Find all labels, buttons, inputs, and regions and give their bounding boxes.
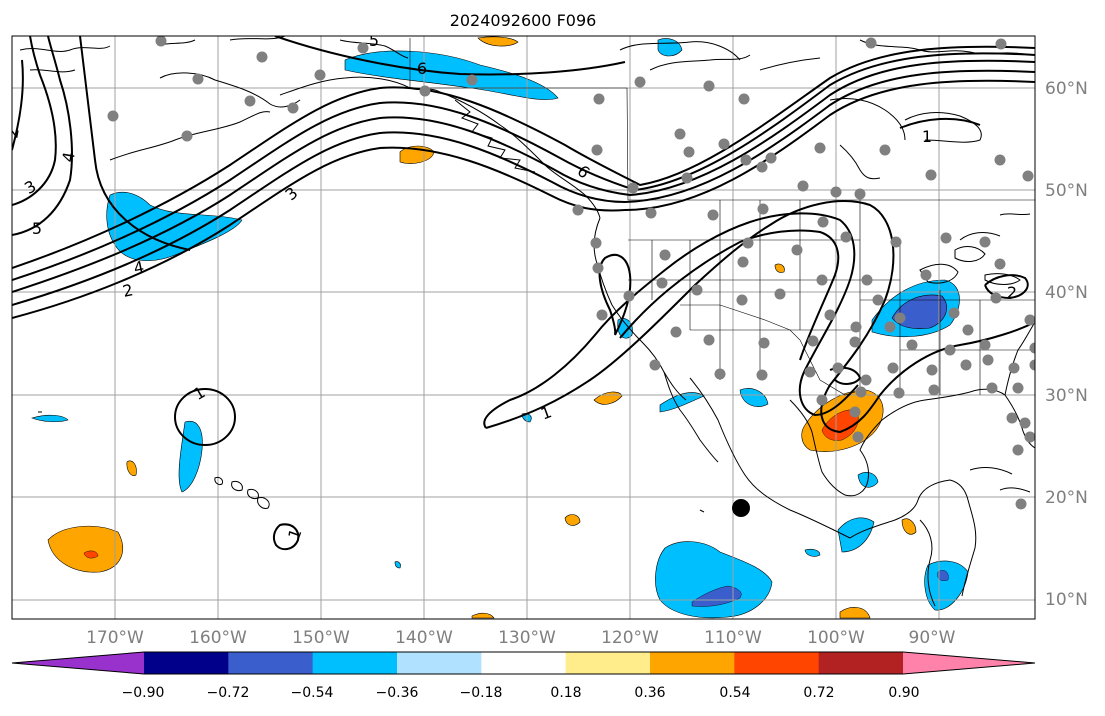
contour-label: 2: [2, 126, 22, 139]
map-area: 1 1 1 1 2 2 2 3 3 4 4 5 5 6 6: [2, 31, 1035, 619]
lat-tick-label: 30°N: [1045, 386, 1088, 406]
colorbar-segment: [650, 652, 735, 674]
negative-patch: [655, 541, 773, 619]
contour-label: 2: [121, 280, 135, 301]
contour-label: 4: [58, 150, 78, 163]
contour-label: 4: [132, 257, 146, 278]
negative-patch: [739, 388, 769, 407]
contour-lines: [12, 36, 1035, 551]
colorbar-ticks: −0.90 −0.72 −0.54 −0.36 −0.18 0.18 0.36 …: [122, 685, 920, 701]
colorbar-tick-label: −0.72: [207, 685, 250, 701]
contour-label: 1: [922, 127, 932, 146]
lon-tick-label: 100°W: [807, 628, 865, 648]
positive-patch: [774, 263, 785, 273]
colorbar-segment: [565, 652, 651, 674]
negative-patch: [804, 548, 821, 557]
lon-tick-label: 140°W: [395, 628, 453, 648]
negative-patch: [344, 50, 559, 100]
contour-label: 3: [21, 176, 39, 198]
map-title: 2024092600 F096: [450, 11, 597, 30]
lon-tick-label: 120°W: [601, 628, 659, 648]
contour-label: 1: [538, 402, 554, 423]
contour-label: 5: [369, 31, 379, 50]
lon-tick-label: 170°W: [86, 628, 144, 648]
positive-patch: [47, 525, 123, 573]
positive-patch: [83, 550, 99, 559]
colorbar-high-extension: [903, 652, 1035, 674]
colorbar-tick-label: 0.54: [719, 685, 750, 701]
negative-patch: [891, 294, 947, 329]
lat-tick-label: 60°N: [1045, 79, 1088, 99]
colorbar: −0.90 −0.72 −0.54 −0.36 −0.18 0.18 0.36 …: [11, 651, 1036, 701]
negative-patch: [31, 414, 69, 423]
colorbar-outline: [11, 651, 1036, 675]
lat-axis: 60°N 50°N 40°N 30°N 20°N 10°N: [1045, 79, 1088, 610]
colorbar-tick-label: 0.72: [803, 685, 834, 701]
colorbar-tick-label: −0.36: [376, 685, 419, 701]
coastlines: [19, 36, 1035, 607]
lon-tick-label: 110°W: [704, 628, 762, 648]
positive-patch: [471, 612, 495, 619]
colorbar-segment: [734, 652, 820, 674]
colorbar-segment: [818, 652, 904, 674]
lat-tick-label: 40°N: [1045, 283, 1088, 303]
colorbar-segments: [11, 651, 1036, 675]
lon-tick-label: 90°W: [909, 628, 956, 648]
colorbar-tick-label: 0.18: [550, 685, 581, 701]
positive-patch: [839, 607, 871, 619]
contour-label: 3: [281, 183, 301, 204]
contour-label: 5: [32, 219, 42, 238]
colorbar-low-extension: [12, 652, 144, 674]
lat-tick-label: 20°N: [1045, 488, 1088, 508]
negative-patch: [691, 585, 742, 607]
negative-patch: [178, 420, 203, 493]
colorbar-tick-label: −0.90: [122, 685, 165, 701]
colorbar-tick-label: −0.54: [291, 685, 334, 701]
colorbar-segment: [481, 652, 567, 674]
contour-label: 6: [417, 59, 427, 78]
colorbar-tick-label: 0.90: [888, 685, 919, 701]
colorbar-segment: [144, 652, 229, 674]
location-marker: [732, 499, 750, 517]
lat-tick-label: 50°N: [1045, 181, 1088, 201]
lon-tick-label: 160°W: [189, 628, 247, 648]
map-frame: [11, 35, 1036, 620]
colorbar-segment: [228, 652, 314, 674]
lon-axis: 170°W 160°W 150°W 140°W 130°W 120°W 110°…: [86, 628, 956, 648]
positive-patch: [477, 36, 519, 47]
contour-label: 1: [190, 382, 208, 404]
lon-tick-label: 130°W: [498, 628, 556, 648]
positive-patch: [126, 460, 137, 476]
colorbar-segment: [397, 652, 482, 674]
station-dots: [107, 36, 1035, 510]
negative-patch: [937, 570, 949, 581]
colorbar-tick-label: 0.36: [634, 685, 665, 701]
positive-patch: [593, 391, 623, 405]
lon-tick-label: 150°W: [292, 628, 350, 648]
positive-patch: [901, 518, 917, 535]
negative-patch: [394, 561, 401, 569]
contour-label: 6: [574, 161, 594, 182]
colorbar-segment: [312, 652, 398, 674]
negative-patch: [657, 38, 683, 57]
lat-tick-label: 10°N: [1045, 590, 1088, 610]
negative-patch: [924, 560, 969, 611]
contour-label: 2: [1007, 283, 1017, 302]
colorbar-tick-label: −0.18: [460, 685, 503, 701]
contour-label-group: 1 1 1 1 2 2 2 3 3 4 4 5 5 6 6: [2, 31, 1017, 542]
positive-patch: [564, 514, 581, 526]
